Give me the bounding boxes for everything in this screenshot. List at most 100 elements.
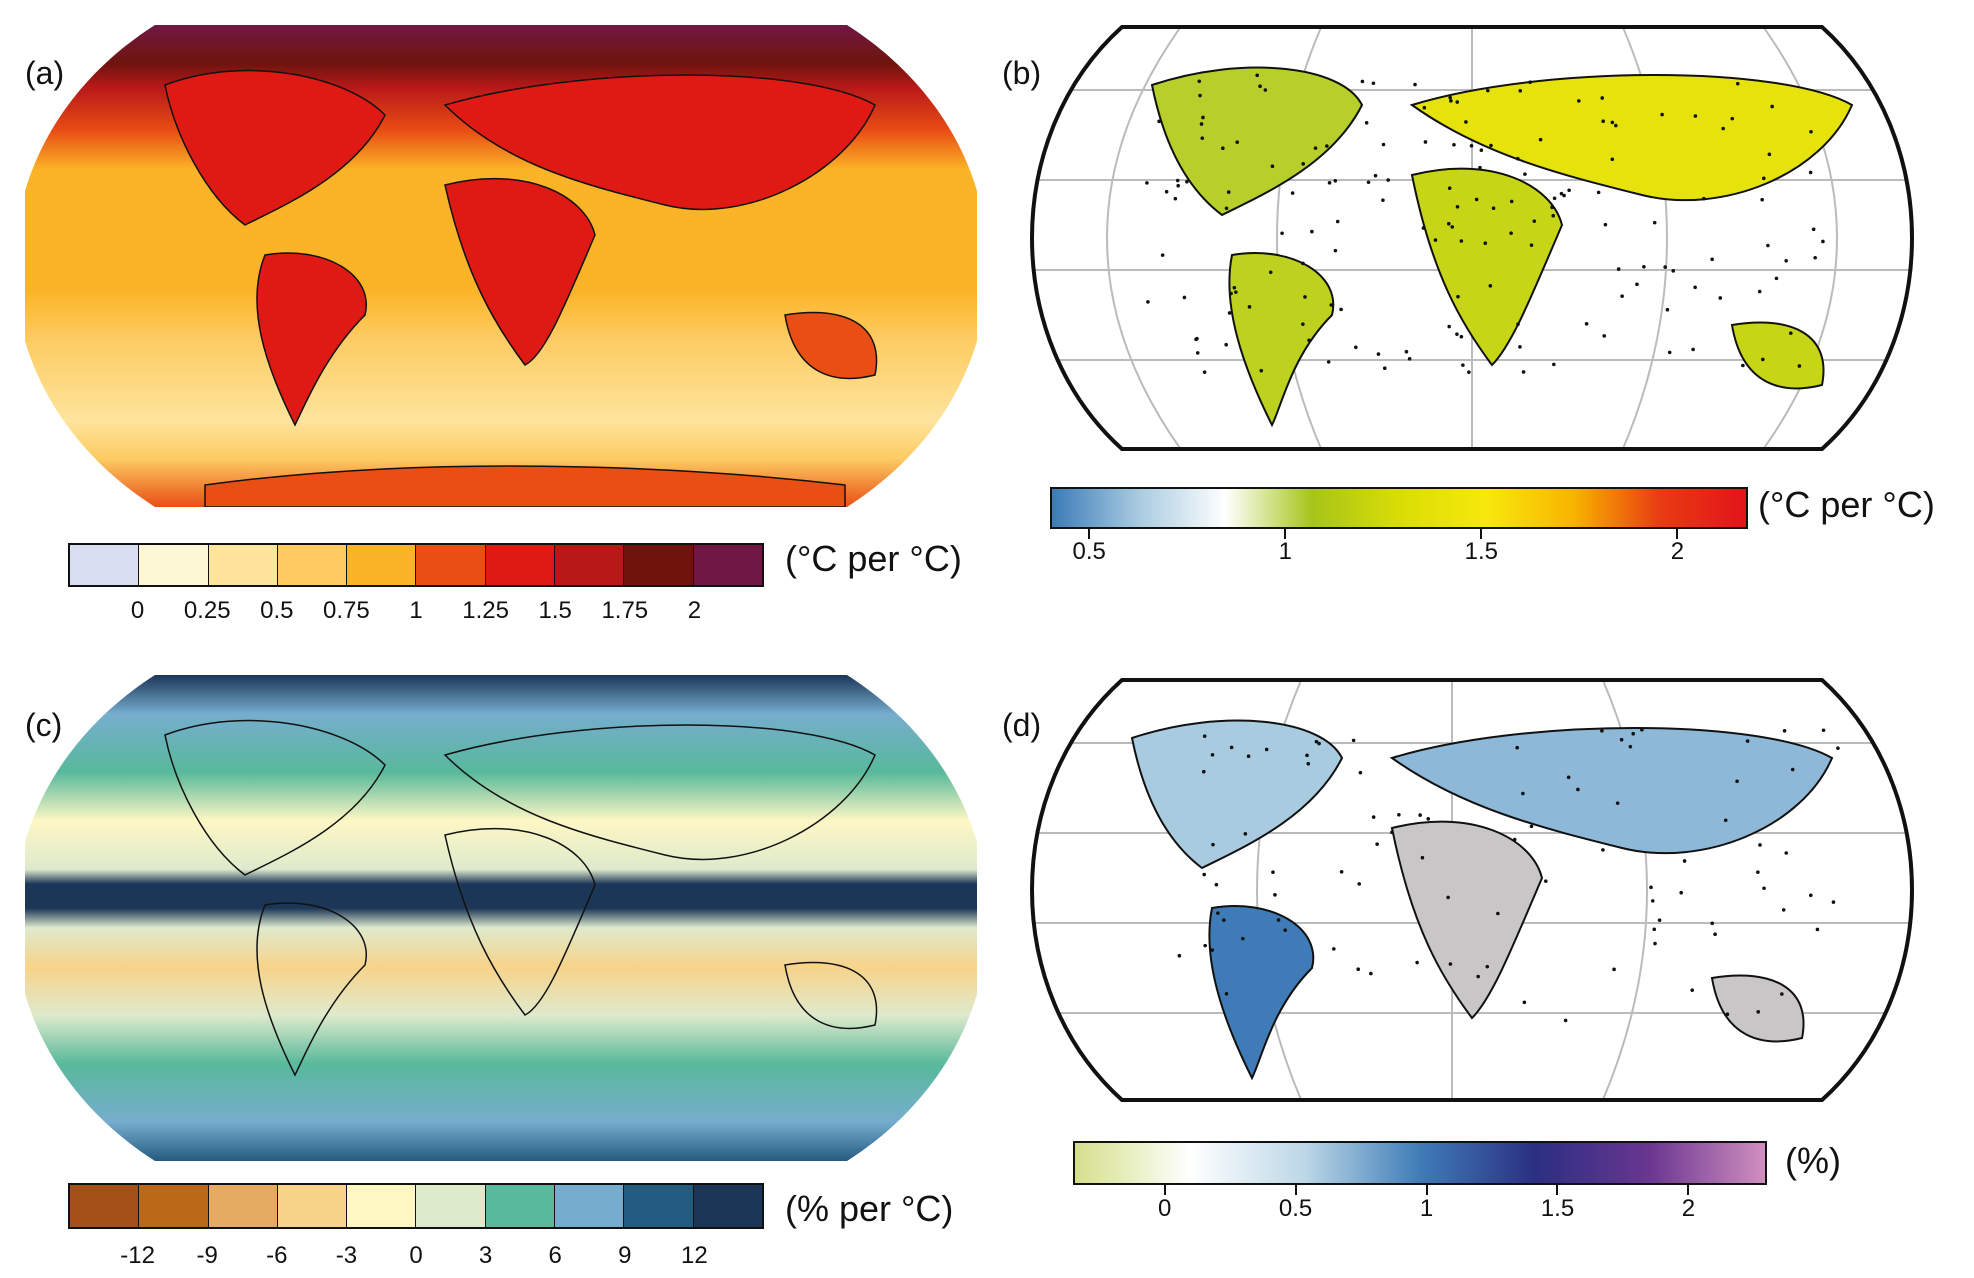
significance-stipple [1310, 229, 1314, 234]
significance-stipple [1222, 918, 1226, 922]
significance-stipple [1175, 178, 1180, 183]
significance-stipple [1303, 295, 1307, 299]
colorbar-a-tick-label: 1.25 [462, 597, 509, 624]
significance-stipple [1259, 368, 1264, 373]
significance-stipple [1459, 239, 1464, 243]
significance-stipple [1449, 99, 1453, 103]
significance-stipple [1202, 734, 1207, 738]
colorbar-c [68, 1183, 764, 1229]
colorbar-a-segment [416, 545, 486, 585]
colorbar-a-segment [624, 545, 694, 585]
colorbar-b-tick-label: 1.5 [1464, 538, 1499, 565]
colorbar-a-segment [485, 545, 556, 585]
significance-stipple [1725, 1012, 1730, 1017]
significance-stipple [1679, 890, 1683, 895]
colorbar-a-segment [139, 545, 209, 585]
significance-stipple [1721, 126, 1725, 131]
colorbar-d-unit: (%) [1785, 1140, 1841, 1181]
significance-stipple [1836, 746, 1840, 750]
colorbar-a-tick-label: 0.5 [260, 597, 294, 624]
significance-stipple [1404, 349, 1409, 354]
significance-stipple [1774, 276, 1779, 281]
colorbar-c-tick-label: -6 [266, 1242, 288, 1269]
significance-stipple [1446, 895, 1450, 900]
significance-stipple [1642, 264, 1646, 269]
significance-stipple [1640, 727, 1644, 732]
significance-stipple [1382, 366, 1387, 371]
significance-stipple [1456, 294, 1460, 299]
colorbar-c-tick-label: -3 [335, 1242, 358, 1269]
colorbar-c-tick-label: 6 [548, 1242, 562, 1269]
significance-stipple [1264, 747, 1269, 752]
colorbar-c-tick-label: 9 [618, 1242, 632, 1269]
significance-stipple [1788, 331, 1793, 335]
significance-stipple [1200, 136, 1205, 140]
colorbar-b-unit: (°C per °C) [1758, 484, 1935, 525]
significance-stipple [1693, 285, 1697, 290]
australia-shape [784, 311, 878, 380]
significance-stipple [1306, 761, 1311, 766]
significance-stipple [1273, 893, 1277, 897]
colorbar-a-tick-label: 0.75 [323, 597, 370, 624]
colorbar-c-tick-label: -9 [196, 1242, 218, 1269]
significance-stipple [1390, 830, 1394, 835]
significance-stipple [1745, 739, 1750, 743]
significance-stipple [1201, 115, 1205, 120]
significance-stipple [1226, 190, 1231, 194]
significance-stipple [1649, 885, 1653, 890]
significance-stipple [1521, 370, 1526, 374]
significance-stipple [1301, 261, 1305, 266]
colorbar-d-tick-label: 1.5 [1540, 1195, 1575, 1222]
significance-stipple [1483, 241, 1488, 246]
significance-stipple [1381, 142, 1386, 147]
colorbar-c-segment [416, 1185, 486, 1227]
significance-stipple [1601, 848, 1605, 852]
significance-stipple [1386, 178, 1390, 182]
significance-stipple [1523, 172, 1527, 176]
significance-stipple [1305, 753, 1309, 758]
significance-stipple [1373, 173, 1378, 178]
colorbar-c-tick-label: -12 [120, 1242, 155, 1269]
significance-stipple [1616, 267, 1621, 271]
colorbar-a-segment [555, 545, 625, 585]
significance-stipple [1515, 156, 1520, 161]
significance-stipple [1614, 123, 1618, 128]
significance-stipple [1413, 82, 1417, 87]
colorbar-a-tick-label: 1.5 [538, 597, 572, 624]
significance-stipple [1276, 918, 1281, 922]
significance-stipple [1326, 360, 1331, 364]
significance-stipple [1682, 859, 1687, 863]
significance-stipple [1808, 893, 1813, 898]
significance-stipple [1762, 176, 1766, 181]
colorbar-a-tick-label: 0 [130, 597, 145, 624]
colorbar-a-tick-label: 2 [687, 597, 702, 624]
significance-stipple [1423, 140, 1428, 144]
significance-stipple [1577, 99, 1581, 103]
colorbar-c-segment [208, 1185, 278, 1227]
significance-stipple [1509, 231, 1513, 235]
significance-stipple [1811, 227, 1816, 232]
map-b-temperature-scaling-stippled [1030, 25, 1914, 451]
significance-stipple [1164, 189, 1169, 194]
coastlines [164, 719, 878, 1077]
colorbar-d-tick-mark [1556, 1185, 1559, 1195]
colorbar-d-tick-mark [1425, 1185, 1428, 1195]
significance-stipple [1660, 112, 1664, 117]
colorbar-b-tick-mark [1480, 529, 1483, 539]
significance-stipple [1758, 843, 1762, 847]
significance-stipple [1201, 769, 1206, 774]
significance-stipple [1160, 253, 1165, 257]
significance-stipple [1665, 307, 1670, 312]
panel-a-label: (a) [25, 55, 65, 91]
significance-stipple [1357, 882, 1362, 886]
colorbar-c-segment [70, 1185, 140, 1227]
significance-stipple [1455, 204, 1460, 209]
colorbar-c-tick-label: 3 [478, 1242, 493, 1269]
significance-stipple [1781, 908, 1786, 912]
significance-stipple [1479, 148, 1484, 152]
significance-stipple [1211, 842, 1215, 847]
colorbar-c-segment [347, 1185, 417, 1227]
significance-stipple [1194, 337, 1198, 342]
significance-stipple [1216, 911, 1220, 915]
